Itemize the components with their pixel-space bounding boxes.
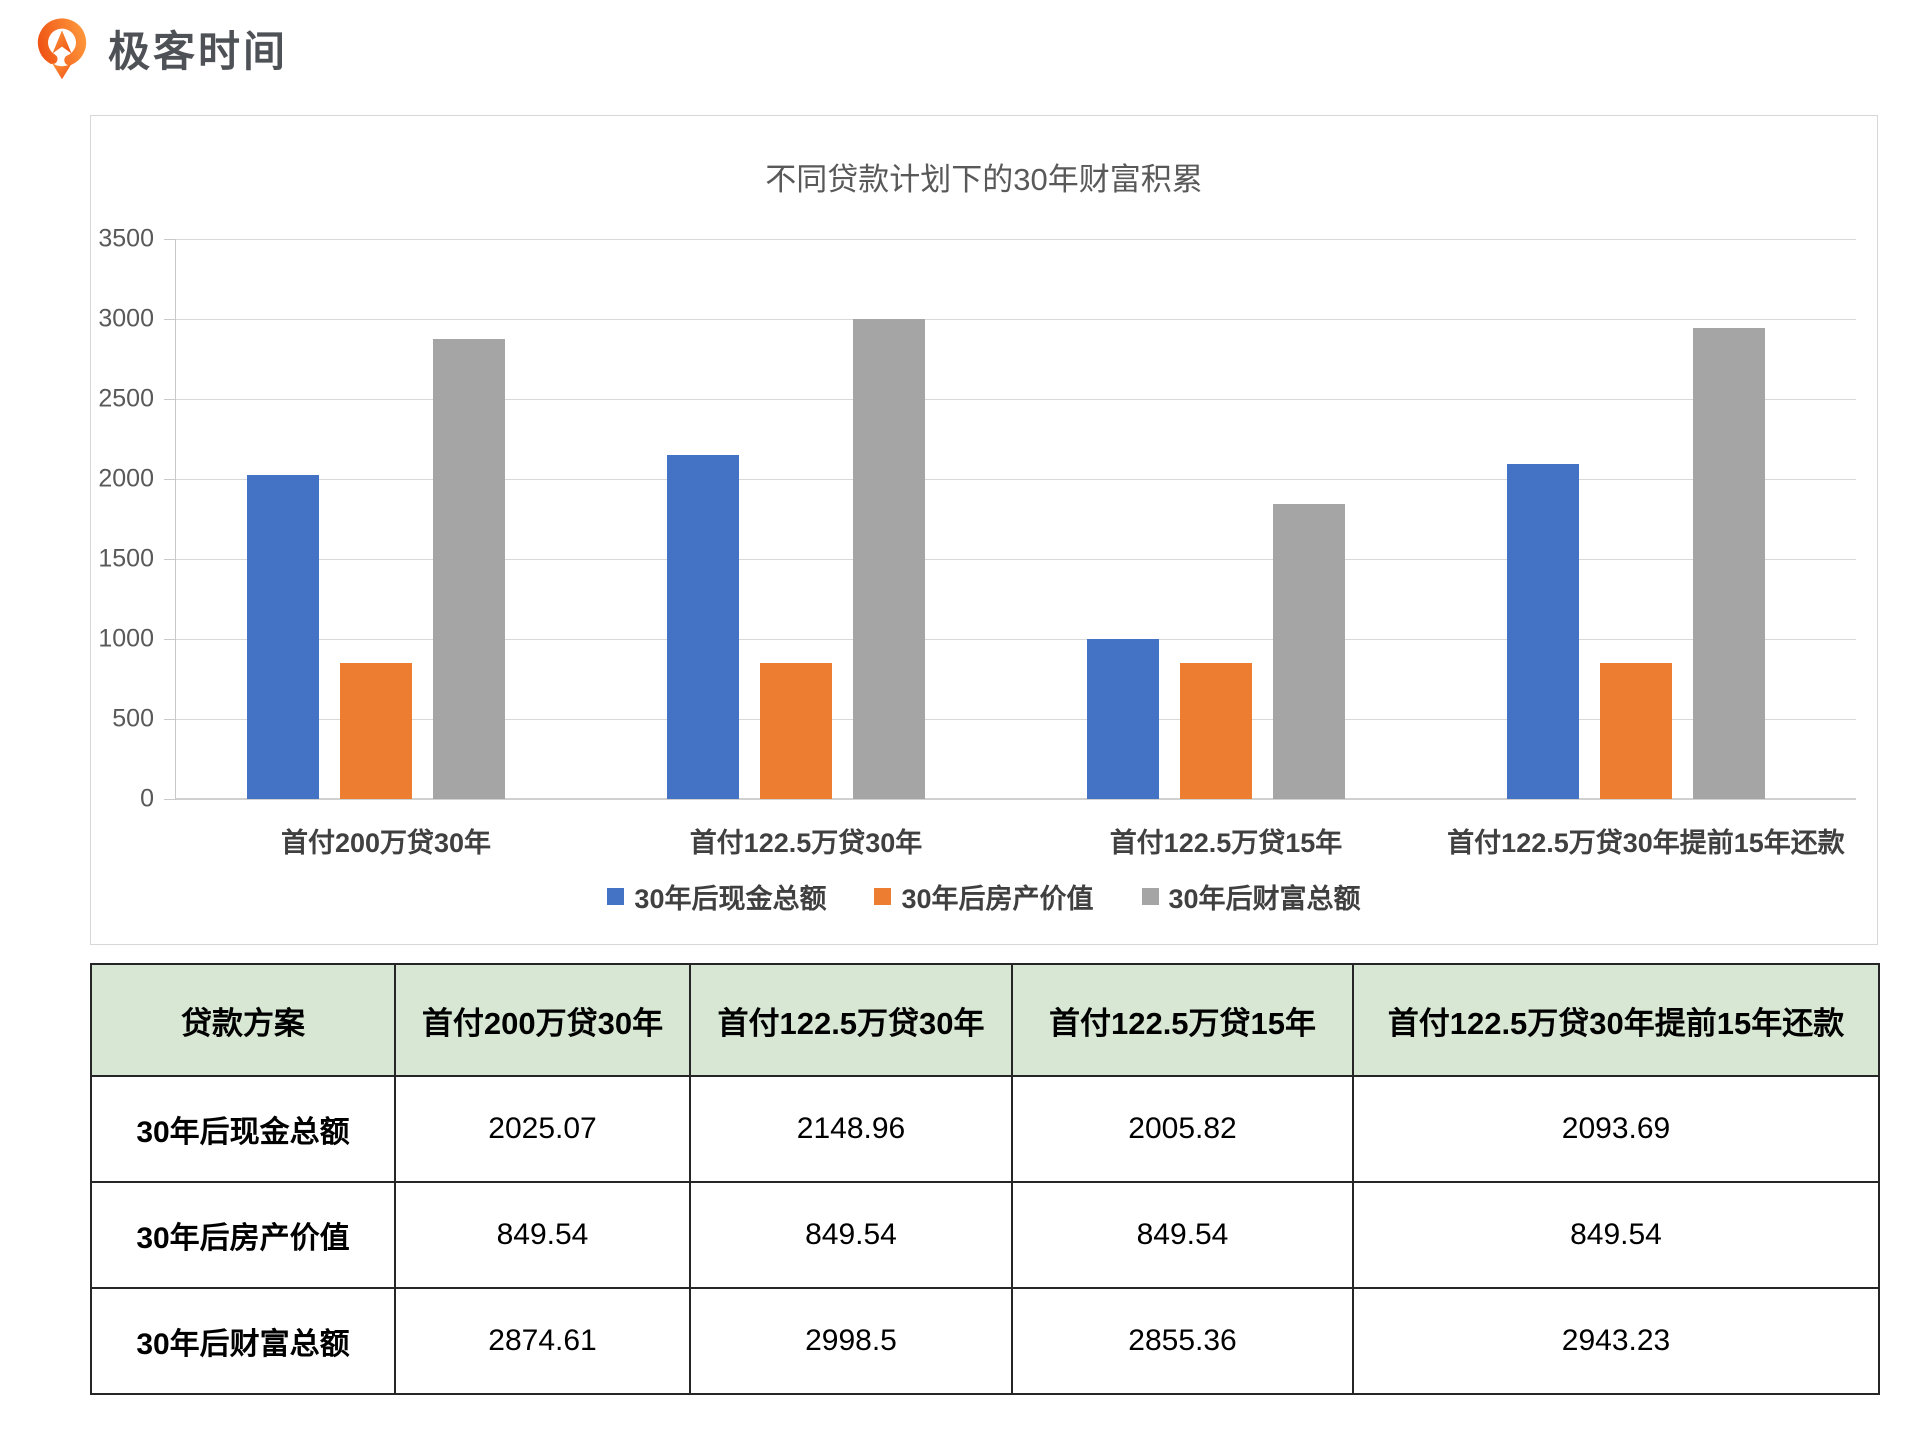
geektime-pin-icon	[37, 18, 87, 80]
y-tick-mark	[164, 239, 176, 240]
table-header-cell: 首付122.5万贷15年	[1011, 963, 1354, 1077]
legend-item: 30年后房产价值	[874, 877, 1094, 916]
legend-swatch	[607, 888, 625, 905]
gridline	[176, 319, 1856, 320]
table-cell: 2025.07	[394, 1075, 691, 1183]
table-header-cell: 首付122.5万贷30年	[689, 963, 1013, 1077]
chart-legend: 30年后现金总额 30年后房产价值 30年后财富总额	[91, 877, 1877, 916]
legend-item: 30年后财富总额	[1141, 877, 1361, 916]
bar-group: 首付122.5万贷30年	[596, 239, 1016, 858]
legend-swatch	[1141, 888, 1159, 905]
bar-30年后现金总额	[246, 475, 319, 799]
table-header-row: 贷款方案 首付200万贷30年 首付122.5万贷30年 首付122.5万贷15年 首付…	[90, 963, 1880, 1077]
bar-30年后财富总额	[1272, 503, 1345, 799]
y-tick-mark	[164, 719, 176, 720]
y-tick-label: 2000	[98, 464, 154, 493]
table-row-label: 30年后财富总额	[90, 1287, 396, 1395]
y-tick-mark	[164, 799, 176, 800]
y-tick-mark	[164, 399, 176, 400]
loan-comparison-table: 贷款方案 首付200万贷30年 首付122.5万贷30年 首付122.5万贷15年 首付…	[90, 963, 1880, 1395]
gridline	[176, 719, 1856, 720]
plot-area: 0 500 1000 1500 2000 2500 3000 3500 首付200万贷30年 首付…	[98, 225, 1856, 858]
table-cell: 2943.23	[1352, 1287, 1880, 1395]
legend-label: 30年后现金总额	[634, 884, 827, 914]
y-tick-mark	[164, 319, 176, 320]
table-cell: 849.54	[394, 1181, 691, 1289]
table-row: 30年后现金总额 2025.07 2148.96 2005.82 2093.69	[90, 1075, 1880, 1183]
y-tick-mark	[164, 559, 176, 560]
table-header-cell: 贷款方案	[90, 963, 396, 1077]
bar-30年后房产价值	[1599, 663, 1672, 799]
table-row: 30年后房产价值 849.54 849.54 849.54 849.54	[90, 1181, 1880, 1289]
table-cell: 2093.69	[1352, 1075, 1880, 1183]
y-tick-label: 500	[112, 704, 154, 733]
y-tick-mark	[164, 639, 176, 640]
table-row-label: 30年后房产价值	[90, 1181, 396, 1289]
x-category-label: 首付122.5万贷30年提前15年还款	[1447, 828, 1845, 858]
x-category-label: 首付122.5万贷15年	[1109, 828, 1343, 858]
bar-30年后财富总额	[852, 319, 925, 799]
bar-30年后财富总额	[432, 339, 505, 799]
bar-30年后现金总额	[1086, 639, 1159, 799]
table-cell: 2855.36	[1011, 1287, 1354, 1395]
y-tick-label: 2500	[98, 384, 154, 413]
y-tick-label: 3500	[98, 224, 154, 253]
chart-panel: 不同贷款计划下的30年财富积累 0 500 1000 1500 2000 2500 3000…	[90, 115, 1878, 945]
table-cell: 849.54	[689, 1181, 1013, 1289]
legend-label: 30年后房产价值	[901, 884, 1094, 914]
table-row-label: 30年后现金总额	[90, 1075, 396, 1183]
table-header-cell: 首付122.5万贷30年提前15年还款	[1352, 963, 1880, 1077]
legend-swatch	[874, 888, 892, 905]
x-axis-line	[176, 798, 1856, 800]
gridline	[176, 639, 1856, 640]
bar-30年后房产价值	[1179, 663, 1252, 799]
table-cell: 2998.5	[689, 1287, 1013, 1395]
y-tick-label: 0	[140, 784, 154, 813]
table-cell: 849.54	[1352, 1181, 1880, 1289]
y-tick-mark	[164, 479, 176, 480]
table-cell: 2874.61	[394, 1287, 691, 1395]
bar-30年后现金总额	[1506, 464, 1579, 799]
bar-30年后房产价值	[759, 663, 832, 799]
gridline	[176, 399, 1856, 400]
gridline	[176, 559, 1856, 560]
chart-title: 不同贷款计划下的30年财富积累	[765, 162, 1203, 197]
y-tick-label: 3000	[98, 304, 154, 333]
legend-label: 30年后财富总额	[1168, 884, 1361, 914]
gridline	[176, 239, 1856, 240]
table-row: 30年后财富总额 2874.61 2998.5 2855.36 2943.23	[90, 1287, 1880, 1395]
bar-group: 首付122.5万贷15年	[1016, 239, 1436, 858]
y-tick-label: 1500	[98, 544, 154, 573]
table-cell: 2148.96	[689, 1075, 1013, 1183]
legend-item: 30年后现金总额	[607, 877, 826, 916]
x-category-label: 首付200万贷30年	[280, 828, 492, 858]
table-header-cell: 首付200万贷30年	[394, 963, 691, 1077]
bar-30年后房产价值	[339, 663, 412, 799]
gridline	[176, 479, 1856, 480]
brand-name: 极客时间	[108, 27, 289, 75]
brand-header: 极客时间	[28, 12, 288, 84]
y-tick-label: 1000	[98, 624, 154, 653]
bar-group: 首付200万贷30年	[176, 239, 596, 858]
table-cell: 2005.82	[1011, 1075, 1354, 1183]
x-category-label: 首付122.5万贷30年	[689, 828, 923, 858]
table-cell: 849.54	[1011, 1181, 1354, 1289]
bar-group: 首付122.5万贷30年提前15年还款	[1436, 239, 1856, 858]
bar-30年后现金总额	[666, 455, 739, 799]
y-axis-line	[175, 239, 176, 800]
bar-30年后财富总额	[1692, 328, 1765, 799]
